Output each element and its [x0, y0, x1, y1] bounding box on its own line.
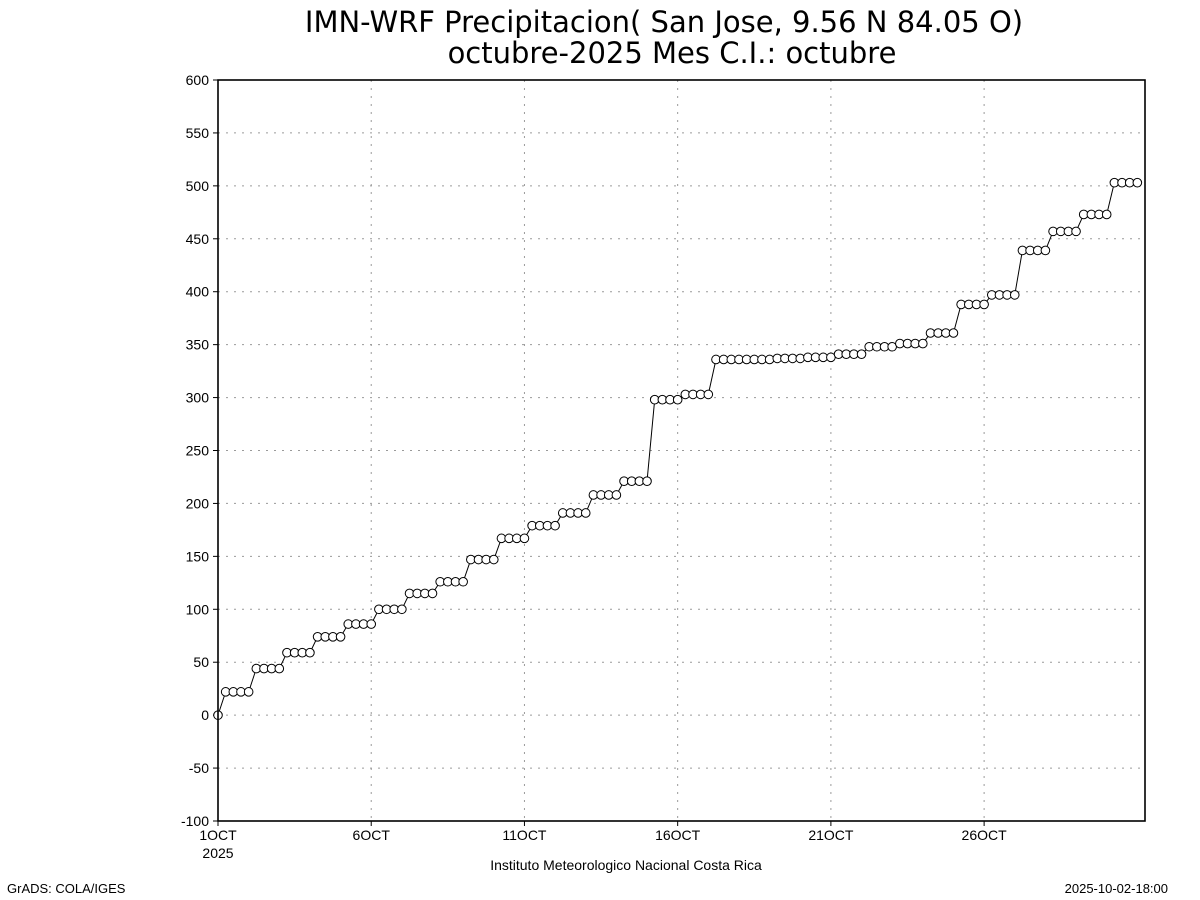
y-tick-label: 350 [186, 337, 210, 353]
y-tick-label: 450 [186, 231, 210, 247]
y-tick-label: 0 [201, 707, 209, 723]
y-tick-label: 300 [186, 390, 210, 406]
data-point [366, 619, 377, 629]
run-time-stamp: 2025-10-02-18:00 [1065, 881, 1168, 896]
data-point [1101, 209, 1112, 220]
x-tick-label: 16OCT [655, 827, 701, 843]
data-point [489, 554, 499, 565]
institution-label: Instituto Meteorologico Nacional Costa R… [490, 857, 762, 873]
y-tick-label: -50 [189, 760, 209, 776]
grid-layer [218, 80, 1145, 821]
data-point [580, 508, 591, 518]
data-point [519, 533, 530, 544]
data-point [703, 389, 714, 400]
x-tick-label: 6OCT [353, 827, 391, 843]
data-point [550, 520, 560, 531]
x-tick-label: 11OCT [502, 827, 547, 843]
data-point [979, 299, 989, 310]
data-point [918, 338, 928, 349]
y-tick-label: 400 [186, 284, 210, 300]
data-point [305, 647, 315, 658]
y-tick-label: 600 [186, 72, 210, 88]
x-tick-label: 1OCT [199, 827, 237, 843]
x-tick-label: 21OCT [808, 827, 854, 843]
data-point [948, 328, 959, 338]
data-point [1040, 245, 1051, 256]
data-point [1009, 290, 1020, 300]
series-layer [213, 177, 1143, 720]
y-tick-label: -100 [181, 813, 209, 829]
x-tick-sublabel: 2025 [202, 845, 233, 861]
y-tick-label: 500 [186, 178, 210, 194]
y-tick-label: 250 [186, 443, 210, 459]
data-point [274, 663, 285, 674]
y-tick-label: 150 [186, 548, 210, 564]
y-tick-label: 550 [186, 125, 210, 141]
data-point [458, 576, 468, 587]
y-tick-label: 100 [186, 601, 210, 617]
y-tick-label: 200 [186, 495, 210, 511]
data-point [611, 490, 622, 500]
chart-title: IMN-WRF Precipitacion( San Jose, 9.56 N … [305, 5, 1023, 39]
plot-frame [217, 79, 1146, 822]
data-point [427, 588, 438, 599]
data-point [856, 349, 867, 359]
data-point [335, 632, 346, 642]
x-tick-label: 26OCT [962, 827, 1008, 843]
chart-subtitle: octubre-2025 Mes C.I.: octubre [448, 36, 897, 70]
data-point [1071, 226, 1081, 237]
x-axis: 1OCT 2025 6OCT 11OCT 16OCT 21OCT 26OCT [199, 821, 1007, 861]
data-point [672, 394, 683, 405]
data-point [1132, 177, 1143, 188]
data-point [243, 687, 254, 697]
y-axis: -100 -50 0 50 100 150 200 250 300 350 400 450 500 550… [181, 72, 218, 829]
y-tick-label: 50 [193, 654, 209, 670]
data-point [397, 604, 407, 615]
software-credit: GrADS: COLA/IGES [7, 881, 126, 896]
data-point [642, 476, 652, 487]
